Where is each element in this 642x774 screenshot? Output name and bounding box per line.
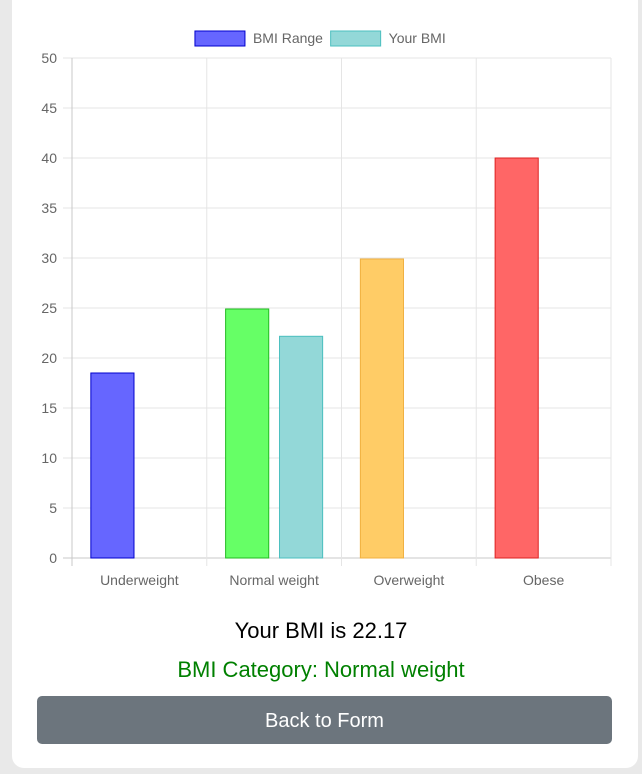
y-tick-label: 20	[41, 350, 57, 366]
y-tick-label: 50	[41, 50, 57, 66]
x-tick-label: Normal weight	[229, 572, 319, 588]
y-tick-label: 5	[49, 500, 57, 516]
legend-swatch	[330, 30, 382, 47]
bmi-value-text: Your BMI is 22.17	[234, 618, 408, 643]
y-tick-label: 0	[49, 550, 57, 566]
legend-label: Your BMI	[389, 30, 446, 46]
y-tick-label: 40	[41, 150, 57, 166]
y-tick-label: 35	[41, 200, 57, 216]
y-tick-label: 10	[41, 450, 57, 466]
y-tick-label: 45	[41, 100, 57, 116]
y-tick-label: 25	[41, 300, 57, 316]
legend-label: BMI Range	[253, 30, 323, 46]
bar-1-1	[279, 335, 324, 559]
y-tick-label: 15	[41, 400, 57, 416]
bar-0-0	[90, 372, 135, 559]
x-tick-label: Underweight	[100, 572, 179, 588]
bar-3-0	[494, 157, 539, 559]
legend-swatch	[194, 30, 246, 47]
y-tick-label: 30	[41, 250, 57, 266]
bmi-chart: 0 5 10 15 20 25 30 35 40 45 50 Underweight Normal we…	[41, 30, 612, 588]
back-to-form-button[interactable]: Back to Form	[37, 696, 612, 744]
x-tick-label: Obese	[523, 572, 564, 588]
bar-1-0	[225, 308, 270, 559]
x-tick-label: Overweight	[373, 572, 444, 588]
bar-2-0	[359, 258, 404, 559]
bmi-category-text: BMI Category: Normal weight	[177, 657, 465, 682]
